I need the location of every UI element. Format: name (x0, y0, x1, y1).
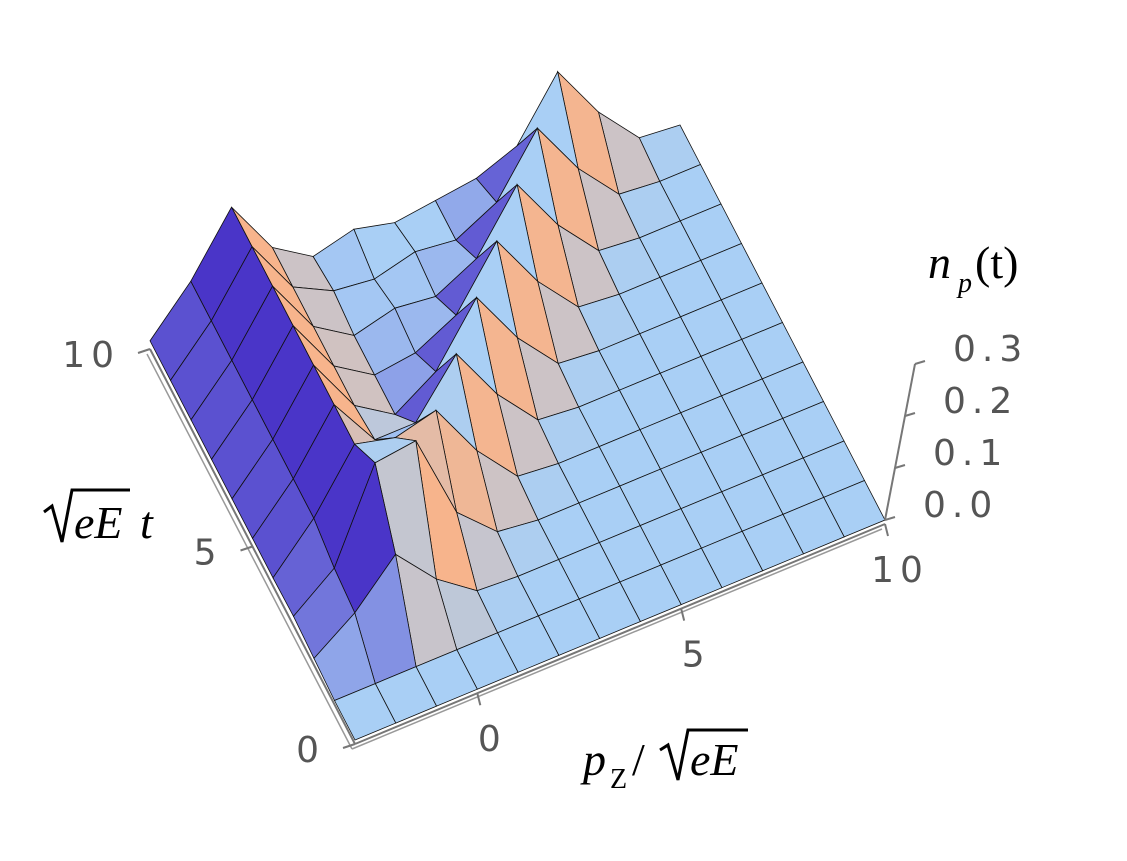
y-label-after: t (140, 497, 154, 548)
radical (43, 488, 130, 543)
surface-patch (333, 683, 397, 741)
z-tick (894, 464, 906, 469)
x-tick-label: 0 (478, 719, 507, 760)
z-label-base: n (928, 237, 951, 288)
x-tick (884, 523, 889, 537)
z-label: n (928, 237, 951, 288)
z-tick (914, 360, 926, 365)
x-tick-label: 5 (682, 635, 711, 676)
axis-line (351, 528, 883, 750)
z-label-rest: (t) (975, 237, 1018, 288)
radical (659, 728, 748, 781)
y-tick (240, 545, 253, 552)
z-label-sub: p (956, 268, 972, 299)
y-tick-label: 0 (296, 730, 325, 771)
y-tick-label: 5 (194, 533, 223, 574)
axis-line (354, 523, 886, 745)
x-label-sub: Z (610, 764, 627, 795)
axis-line (146, 353, 353, 750)
x-tick-label: 10 (871, 550, 929, 591)
y-tick (342, 743, 356, 749)
y-tick-label: 10 (62, 335, 120, 376)
y-label-radicand: eE (74, 497, 123, 548)
x-label-base: p (580, 734, 606, 785)
z-tick-label: 0.1 (933, 433, 1008, 474)
z-tick (904, 412, 916, 417)
z-axis-line (884, 363, 916, 521)
x-label-rest: / (632, 734, 645, 785)
z-tick-label: 0.0 (923, 485, 998, 526)
z-tick (884, 516, 896, 521)
z-tick-label: 0.2 (943, 381, 1018, 422)
surface (149, 70, 886, 741)
x-tick (680, 608, 686, 621)
axes: 0 5 10 0 5 10 0.0 0.1 0.2 0.3 (62, 329, 1028, 771)
x-tick (476, 692, 482, 706)
x-label-radicand: eE (690, 734, 739, 785)
z-tick-label: 0.3 (953, 329, 1028, 370)
y-tick (137, 348, 151, 354)
